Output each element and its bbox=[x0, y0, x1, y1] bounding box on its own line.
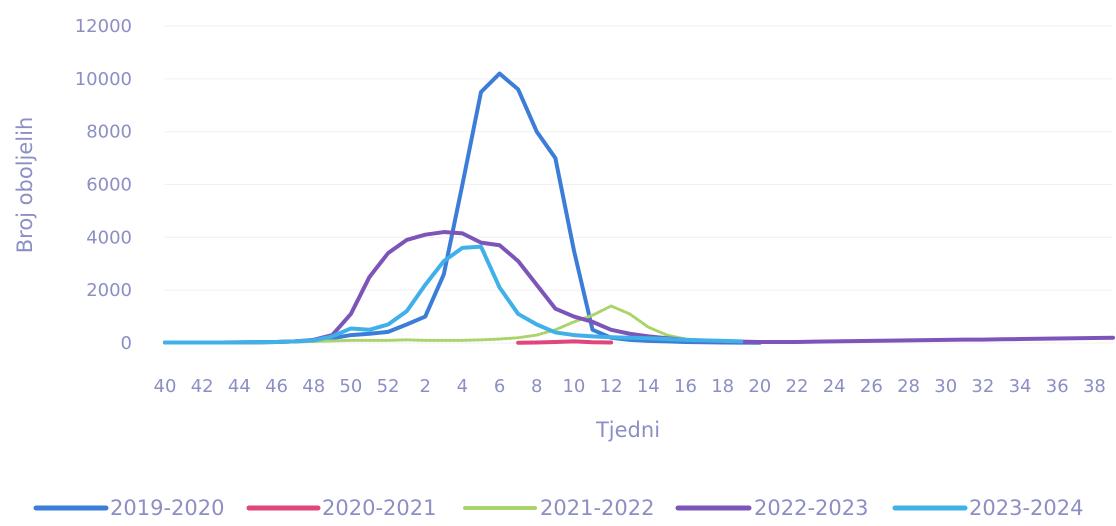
x-tick-label: 26 bbox=[860, 376, 883, 397]
legend-label: 2023-2024 bbox=[969, 496, 1083, 520]
x-tick-label: 30 bbox=[934, 376, 957, 397]
series-line-2020-2021 bbox=[516, 339, 614, 345]
x-tick-label: 12 bbox=[600, 376, 623, 397]
x-tick-label: 44 bbox=[228, 376, 251, 397]
x-tick-label: 46 bbox=[265, 376, 288, 397]
x-tick-label: 8 bbox=[531, 376, 542, 397]
series-line-2021-2022 bbox=[163, 304, 780, 345]
y-tick-label: 6000 bbox=[86, 175, 132, 196]
x-tick-label: 2 bbox=[420, 376, 431, 397]
x-tick-label: 34 bbox=[1009, 376, 1032, 397]
series-line-2019-2020 bbox=[163, 71, 762, 345]
x-tick-label: 32 bbox=[971, 376, 994, 397]
x-tick-label: 38 bbox=[1083, 376, 1106, 397]
x-tick-label: 36 bbox=[1046, 376, 1069, 397]
x-axis-ticks: 40 42 44 46 48 50 52 2 4 6 8 10 12 14 16 18 20 22 24 26 28 30… bbox=[154, 376, 1106, 397]
x-tick-label: 14 bbox=[637, 376, 660, 397]
x-tick-label: 52 bbox=[377, 376, 400, 397]
x-axis-title: Tjedni bbox=[595, 418, 660, 442]
y-tick-label: 2000 bbox=[86, 280, 132, 301]
x-tick-label: 4 bbox=[457, 376, 468, 397]
y-tick-label: 8000 bbox=[86, 122, 132, 143]
series-line-2023-2024 bbox=[163, 244, 744, 345]
x-tick-label: 42 bbox=[191, 376, 214, 397]
y-axis-ticks: 0 2000 4000 6000 8000 10000 12000 bbox=[75, 16, 132, 354]
y-tick-label: 10000 bbox=[75, 69, 132, 90]
gridlines bbox=[165, 25, 1113, 344]
y-axis-title: Broj oboljelih bbox=[13, 117, 37, 254]
legend-label: 2020-2021 bbox=[322, 496, 436, 520]
x-tick-label: 24 bbox=[823, 376, 846, 397]
x-tick-label: 40 bbox=[154, 376, 177, 397]
x-tick-label: 50 bbox=[339, 376, 362, 397]
x-tick-label: 48 bbox=[302, 376, 325, 397]
series-lines bbox=[163, 71, 1115, 345]
legend-label: 2022-2023 bbox=[754, 496, 868, 520]
legend-label: 2021-2022 bbox=[540, 496, 654, 520]
y-tick-label: 12000 bbox=[75, 16, 132, 37]
y-tick-label: 4000 bbox=[86, 227, 132, 248]
x-tick-label: 20 bbox=[748, 376, 771, 397]
x-tick-label: 10 bbox=[562, 376, 585, 397]
y-tick-label: 0 bbox=[121, 333, 132, 354]
x-tick-label: 22 bbox=[786, 376, 809, 397]
x-tick-label: 28 bbox=[897, 376, 920, 397]
x-tick-label: 16 bbox=[674, 376, 697, 397]
legend: 2019-2020 2020-2021 2021-2022 2022-2023 2023… bbox=[33, 496, 1083, 520]
x-tick-label: 18 bbox=[711, 376, 734, 397]
legend-label: 2019-2020 bbox=[110, 496, 224, 520]
series-line-2022-2023 bbox=[163, 230, 1115, 345]
x-tick-label: 6 bbox=[494, 376, 505, 397]
